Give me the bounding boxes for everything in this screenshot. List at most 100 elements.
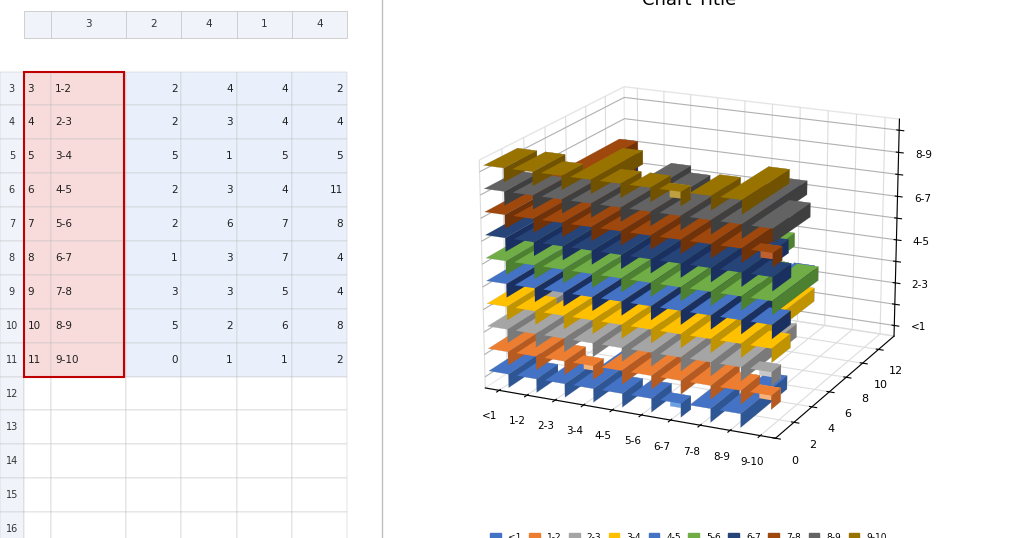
Text: 3: 3	[28, 83, 34, 94]
Text: 4: 4	[226, 83, 232, 94]
Bar	[126, 275, 181, 309]
Bar	[126, 241, 181, 275]
Text: 7: 7	[28, 219, 34, 229]
Bar	[126, 72, 181, 105]
Bar	[181, 343, 237, 377]
Text: 4: 4	[206, 19, 212, 29]
Text: 0: 0	[171, 355, 177, 365]
Text: 1-2: 1-2	[55, 83, 73, 94]
Bar	[51, 275, 126, 309]
Bar	[0, 444, 24, 478]
Text: 1: 1	[226, 355, 232, 365]
Bar	[0, 275, 24, 309]
Bar	[24, 72, 124, 377]
Text: 7: 7	[282, 219, 288, 229]
Bar	[181, 241, 237, 275]
Bar	[24, 173, 51, 207]
Bar	[181, 512, 237, 538]
Text: 5-6: 5-6	[55, 219, 73, 229]
Text: 5: 5	[171, 151, 177, 161]
Bar	[126, 173, 181, 207]
Text: 9-10: 9-10	[55, 355, 79, 365]
Text: 3: 3	[226, 253, 232, 263]
Text: 2: 2	[171, 219, 177, 229]
Bar	[24, 512, 51, 538]
Text: 11: 11	[330, 185, 343, 195]
Bar	[0, 309, 24, 343]
Text: 1: 1	[282, 355, 288, 365]
Text: 8-9: 8-9	[55, 321, 73, 331]
Text: 3: 3	[85, 19, 92, 29]
Text: 8: 8	[9, 253, 15, 263]
Bar	[51, 512, 126, 538]
Text: 4: 4	[282, 117, 288, 128]
Bar	[0, 72, 24, 105]
Text: 2: 2	[171, 185, 177, 195]
Bar	[181, 478, 237, 512]
Text: 8: 8	[336, 219, 343, 229]
Bar	[24, 377, 51, 410]
Bar	[126, 377, 181, 410]
Bar	[0, 410, 24, 444]
Text: 3: 3	[226, 287, 232, 297]
Bar	[0, 207, 24, 241]
Text: 5: 5	[28, 151, 34, 161]
Bar	[126, 309, 181, 343]
Bar	[126, 343, 181, 377]
Bar	[237, 377, 292, 410]
Text: 3-4: 3-4	[55, 151, 73, 161]
Text: 10: 10	[6, 321, 18, 331]
Text: 3: 3	[9, 83, 15, 94]
Text: 3: 3	[226, 185, 232, 195]
Bar	[292, 173, 347, 207]
Text: 13: 13	[6, 422, 18, 433]
Bar	[181, 410, 237, 444]
Bar	[24, 207, 51, 241]
Bar	[237, 72, 292, 105]
Bar	[292, 105, 347, 139]
Bar	[0, 241, 24, 275]
Bar	[24, 275, 51, 309]
Bar	[24, 139, 51, 173]
Text: 9: 9	[28, 287, 34, 297]
Text: 4: 4	[282, 83, 288, 94]
Text: 4: 4	[282, 185, 288, 195]
Bar	[237, 343, 292, 377]
Bar	[237, 309, 292, 343]
Legend: <1, 1-2, 2-3, 3-4, 4-5, 5-6, 6-7, 7-8, 8-9, 9-10: <1, 1-2, 2-3, 3-4, 4-5, 5-6, 6-7, 7-8, 8…	[486, 529, 891, 538]
Bar	[181, 72, 237, 105]
Text: 5: 5	[171, 321, 177, 331]
Text: 7: 7	[282, 253, 288, 263]
Bar	[51, 72, 126, 105]
Text: 3: 3	[171, 287, 177, 297]
Bar	[51, 410, 126, 444]
Bar	[237, 478, 292, 512]
Bar	[292, 512, 347, 538]
Bar	[24, 72, 51, 105]
Bar	[126, 478, 181, 512]
Bar	[292, 410, 347, 444]
Bar	[51, 105, 126, 139]
Text: 2: 2	[336, 83, 343, 94]
Bar	[126, 207, 181, 241]
Bar	[292, 444, 347, 478]
Text: 11: 11	[28, 355, 41, 365]
Text: 2: 2	[151, 19, 157, 29]
Bar	[237, 512, 292, 538]
Bar	[292, 343, 347, 377]
Bar	[51, 139, 126, 173]
Text: 1: 1	[171, 253, 177, 263]
Bar	[24, 309, 51, 343]
Bar	[237, 207, 292, 241]
Text: 2: 2	[336, 355, 343, 365]
Text: 4: 4	[336, 287, 343, 297]
Bar	[292, 241, 347, 275]
Text: 4-5: 4-5	[55, 185, 73, 195]
Bar	[0, 173, 24, 207]
Text: 4: 4	[28, 117, 34, 128]
Text: 11: 11	[6, 355, 18, 365]
Bar	[24, 343, 51, 377]
Bar	[181, 105, 237, 139]
Text: 6-7: 6-7	[55, 253, 73, 263]
Text: 4: 4	[316, 19, 323, 29]
